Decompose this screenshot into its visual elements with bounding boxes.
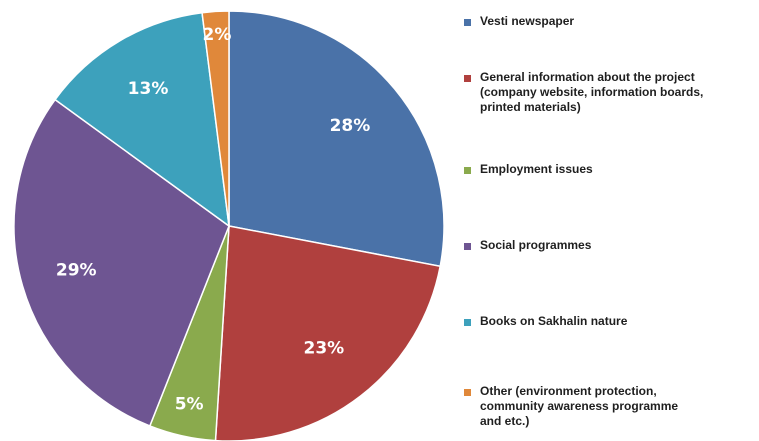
legend-item: Books on Sakhalin nature — [464, 314, 750, 329]
legend-item: Vesti newspaper — [464, 14, 750, 29]
slice-value-label: 2% — [203, 25, 232, 45]
legend-swatch — [464, 319, 471, 326]
legend-label: General information about the project (c… — [480, 70, 704, 114]
legend-swatch — [464, 75, 471, 82]
legend-label: Social programmes — [480, 238, 592, 252]
pie-slice-5 — [54, 11, 230, 228]
pie-slice-2 — [214, 225, 442, 441]
slice-value-label: 29% — [56, 260, 97, 280]
legend-label: Employment issues — [480, 162, 593, 176]
legend-item: General information about the project (c… — [464, 70, 750, 115]
legend-label: Other (environment protection, community… — [480, 384, 679, 428]
slice-value-label: 13% — [128, 79, 169, 99]
legend: Vesti newspaper General information about… — [464, 0, 759, 441]
pie-slice-1 — [228, 10, 445, 268]
legend-item: Other (environment protection, community… — [464, 384, 750, 429]
slice-value-label: 28% — [330, 116, 371, 136]
legend-item: Employment issues — [464, 162, 750, 177]
slice-value-label: 5% — [175, 394, 204, 414]
slice-value-label: 23% — [304, 338, 345, 358]
legend-swatch — [464, 19, 471, 26]
legend-label: Books on Sakhalin nature — [480, 314, 628, 328]
legend-label: Vesti newspaper — [480, 14, 575, 28]
pie-chart: 28% 23% 5% 29% 13% 2% — [13, 10, 445, 441]
legend-swatch — [464, 167, 471, 174]
pie-slice-6 — [201, 10, 230, 227]
legend-swatch — [464, 389, 471, 396]
legend-swatch — [464, 243, 471, 250]
pie-slice-4 — [13, 98, 230, 427]
legend-item: Social programmes — [464, 238, 750, 253]
